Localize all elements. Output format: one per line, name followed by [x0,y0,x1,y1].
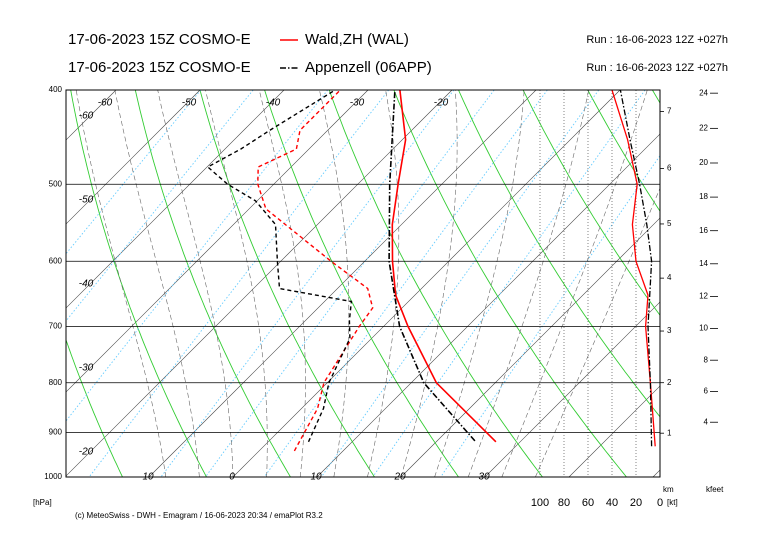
valid-time: 17-06-2023 15Z COSMO-E [68,31,251,48]
wind-speed-profile [611,90,656,447]
isotherm [232,90,621,477]
isotherm-label: -50 [182,98,197,109]
isotherm-label: -40 [266,98,281,109]
dewpoint-profile [257,90,374,452]
isotherm-label: -50 [79,195,94,206]
km-tick-label: 7 [667,107,672,116]
temperature-profile [391,90,497,443]
y-tick-label: 1000 [44,472,62,481]
km-axis-label: km [663,485,674,494]
legend-label: Wald,ZH (WAL) [305,31,409,48]
wind-tick-label: 60 [582,497,594,509]
y-tick-label: 400 [49,85,63,94]
y-tick-label: 700 [49,321,63,330]
isotherm-label: 0 [229,472,235,483]
isotherm-label: -60 [98,98,113,109]
isotherm [484,301,660,477]
wind-tick-label: 20 [630,497,642,509]
km-tick-label: 6 [667,164,672,173]
y-tick-label: 900 [49,428,63,437]
run-info: Run : 16-06-2023 12Z +027h [586,34,728,46]
isotherm-label: -20 [79,447,94,458]
profiles [206,90,656,452]
dewpoint-profile [206,90,353,443]
km-tick-label: 4 [667,273,672,282]
isotherm-label: 10 [310,472,322,483]
kfeet-tick-label: 14 [699,259,708,268]
legend-label: Appenzell (06APP) [305,59,432,76]
isotherm-label: -40 [79,279,94,290]
kfeet-tick-label: 10 [699,324,708,333]
km-tick-label: 1 [667,428,672,437]
kfeet-tick-label: 8 [704,355,709,364]
isotherm-label: 20 [393,472,406,483]
run-info: Run : 16-06-2023 12Z +027h [586,62,728,74]
isotherm [66,90,201,225]
isotherm-label: -20 [434,98,449,109]
isotherm [66,90,453,477]
kfeet-tick-label: 6 [704,387,709,396]
wind-axis-label: [kt] [667,498,678,507]
isotherm-label: 10 [142,472,154,483]
y-axis-label: [hPa] [33,498,52,507]
kfeet-tick-label: 18 [699,192,708,201]
wind-speed-profile [619,90,653,447]
isotherm-label: 30 [478,472,490,483]
kfeet-tick-label: 20 [699,158,708,167]
kfeet-axis-label: kfeet [706,485,724,494]
kfeet-tick-label: 12 [699,292,708,301]
plot-frame [65,89,661,478]
footer: (c) MeteoSwiss - DWH - Emagram / 16-06-2… [75,511,323,520]
wind-tick-label: 100 [531,497,549,509]
valid-time: 17-06-2023 15Z COSMO-E [68,59,251,76]
isotherm [316,133,660,477]
isotherm-label: -60 [79,111,94,122]
kfeet-tick-label: 4 [704,417,709,426]
wind-tick-label: 0 [657,497,663,509]
km-tick-label: 5 [667,219,672,228]
wind-tick-label: 40 [606,497,618,509]
isotherm-label: -30 [79,363,94,374]
y-tick-label: 600 [49,256,63,265]
kfeet-tick-label: 16 [699,226,708,235]
kfeet-tick-label: 24 [699,88,708,97]
y-tick-label: 800 [49,378,63,387]
isotherm-label: -30 [350,98,365,109]
km-tick-label: 2 [667,378,672,387]
kfeet-tick-label: 22 [699,123,708,132]
y-tick-label: 500 [49,179,63,188]
isotherm [568,385,660,477]
wind-tick-label: 80 [558,497,570,509]
km-tick-label: 3 [667,326,672,335]
isotherm [66,90,369,393]
